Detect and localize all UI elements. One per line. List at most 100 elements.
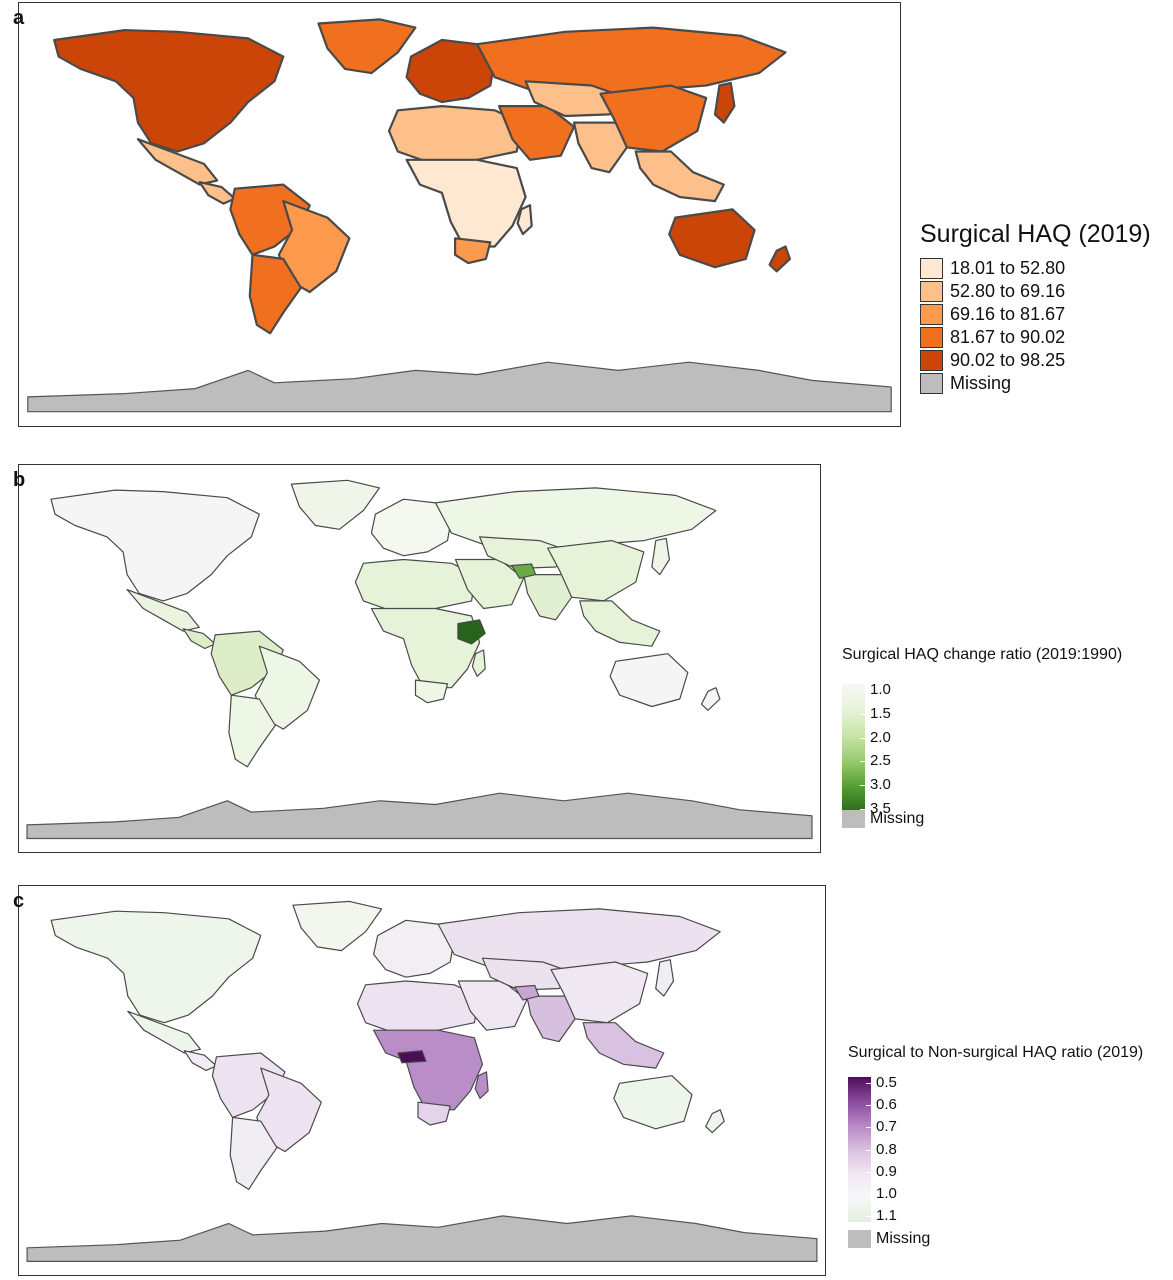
legend-a: Surgical HAQ (2019) 18.01 to 52.80 52.80 … xyxy=(920,220,1151,395)
legend-c-tick-mark xyxy=(866,1216,871,1217)
region-south-america-south xyxy=(229,1116,278,1190)
region-russia xyxy=(434,487,717,549)
legend-c: Surgical to Non-surgical HAQ ratio (2019… xyxy=(848,1044,1168,1256)
region-mexico xyxy=(127,1010,201,1054)
legend-c-tick-mark xyxy=(866,1127,871,1129)
region-new-zealand xyxy=(768,245,791,273)
legend-a-swatch xyxy=(920,373,943,394)
region-central-asia xyxy=(481,957,576,991)
region-mexico xyxy=(136,138,219,186)
region-north-africa xyxy=(387,105,523,165)
legend-b-missing-label: Missing xyxy=(870,810,925,827)
legend-c-tick-label: 0.5 xyxy=(876,1074,897,1091)
region-afghanistan xyxy=(514,984,540,1001)
region-southeast-asia xyxy=(634,150,725,203)
legend-c-missing-label: Missing xyxy=(876,1230,931,1247)
region-europe xyxy=(405,38,496,104)
region-south-america-north xyxy=(211,1052,286,1118)
region-antarctica xyxy=(27,361,892,413)
legend-b-tick-mark xyxy=(860,713,865,715)
legend-b-tick-mark xyxy=(860,785,865,787)
region-madagascar xyxy=(474,1071,489,1099)
region-north-america xyxy=(53,29,285,153)
legend-c-tick-mark xyxy=(866,1171,871,1173)
panel-b: b xyxy=(13,464,821,853)
legend-b-tick-label: 3.5 xyxy=(870,800,891,817)
region-china xyxy=(547,540,645,602)
legend-a-label: 81.67 to 90.02 xyxy=(950,327,1066,347)
region-south-america-south xyxy=(248,253,302,335)
legend-a-item: 69.16 to 81.67 xyxy=(920,303,1151,326)
legend-a-title: Surgical HAQ (2019) xyxy=(920,220,1151,248)
legend-a-swatch xyxy=(920,304,943,325)
region-south-africa xyxy=(414,679,449,704)
region-sub-saharan-africa xyxy=(370,607,481,689)
region-southeast-asia xyxy=(579,600,661,647)
map-a xyxy=(27,18,892,413)
panel-a-letter: a xyxy=(13,7,25,29)
legend-a-label: 69.16 to 81.67 xyxy=(950,304,1066,324)
region-north-africa xyxy=(354,558,477,613)
region-madagascar xyxy=(516,204,533,236)
legend-c-tick-mark xyxy=(866,1149,871,1151)
region-russia xyxy=(437,908,721,971)
region-central-african-republic xyxy=(397,1050,427,1064)
region-central-asia xyxy=(524,80,628,118)
region-china xyxy=(599,84,708,153)
legend-c-missing-swatch xyxy=(848,1230,871,1248)
region-south-africa xyxy=(454,237,492,265)
legend-a-swatch xyxy=(920,258,943,279)
legend-c-tick-label: 0.8 xyxy=(876,1140,897,1158)
region-north-america xyxy=(50,489,260,602)
legend-c-tick-mark xyxy=(866,1083,871,1084)
region-greenland xyxy=(317,18,417,75)
region-south-america-north xyxy=(229,183,311,256)
region-new-zealand xyxy=(705,1109,725,1134)
region-new-zealand xyxy=(700,687,721,711)
map-c xyxy=(26,900,818,1262)
legend-b: Surgical HAQ change ratio (2019:1990) 1.… xyxy=(842,646,1167,836)
region-madagascar xyxy=(471,649,486,677)
region-south-america-south xyxy=(228,694,276,768)
region-antarctica xyxy=(26,1215,818,1262)
legend-b-missing-swatch xyxy=(842,810,865,828)
panel-c-letter: c xyxy=(13,890,25,912)
region-japan xyxy=(713,81,736,124)
map-b xyxy=(26,479,813,840)
panel-a: a xyxy=(13,2,901,427)
region-australia xyxy=(613,1075,693,1130)
legend-c-tick-mark xyxy=(866,1105,871,1107)
legend-c-ramp xyxy=(848,1077,871,1222)
region-central-america xyxy=(182,628,216,650)
legend-a-swatch xyxy=(920,281,943,302)
region-australia xyxy=(609,653,689,708)
legend-c-tick-label: 0.6 xyxy=(876,1096,897,1114)
region-japan xyxy=(651,537,670,576)
legend-a-item: 81.67 to 90.02 xyxy=(920,326,1151,349)
region-china xyxy=(550,961,649,1024)
region-south-america-north xyxy=(210,630,284,696)
region-greenland xyxy=(290,479,381,530)
legend-b-tick-mark xyxy=(860,737,865,739)
legend-a-label: 18.01 to 52.80 xyxy=(950,258,1066,278)
legend-c-tick-label: 0.9 xyxy=(876,1162,897,1180)
region-brazil xyxy=(256,1067,322,1153)
region-central-america xyxy=(183,1050,218,1071)
region-mexico xyxy=(126,589,200,632)
region-brazil xyxy=(254,645,320,730)
legend-a-swatch xyxy=(920,350,943,371)
region-japan xyxy=(655,959,675,997)
legend-b-tick-label: 2.0 xyxy=(870,728,891,746)
legend-a-item: 18.01 to 52.80 xyxy=(920,257,1151,280)
region-sub-saharan-africa xyxy=(373,1029,484,1111)
region-europe xyxy=(370,498,453,557)
region-brazil xyxy=(277,200,351,294)
legend-b-tick-label: 1.5 xyxy=(870,704,891,722)
legend-b-tick-label: 1.0 xyxy=(870,681,891,698)
legend-a-item: 90.02 to 98.25 xyxy=(920,349,1151,372)
legend-b-tick-mark xyxy=(860,690,865,691)
region-antarctica xyxy=(26,792,813,840)
region-sub-saharan-africa xyxy=(405,158,527,248)
region-north-africa xyxy=(356,980,479,1035)
region-greenland xyxy=(292,900,383,952)
